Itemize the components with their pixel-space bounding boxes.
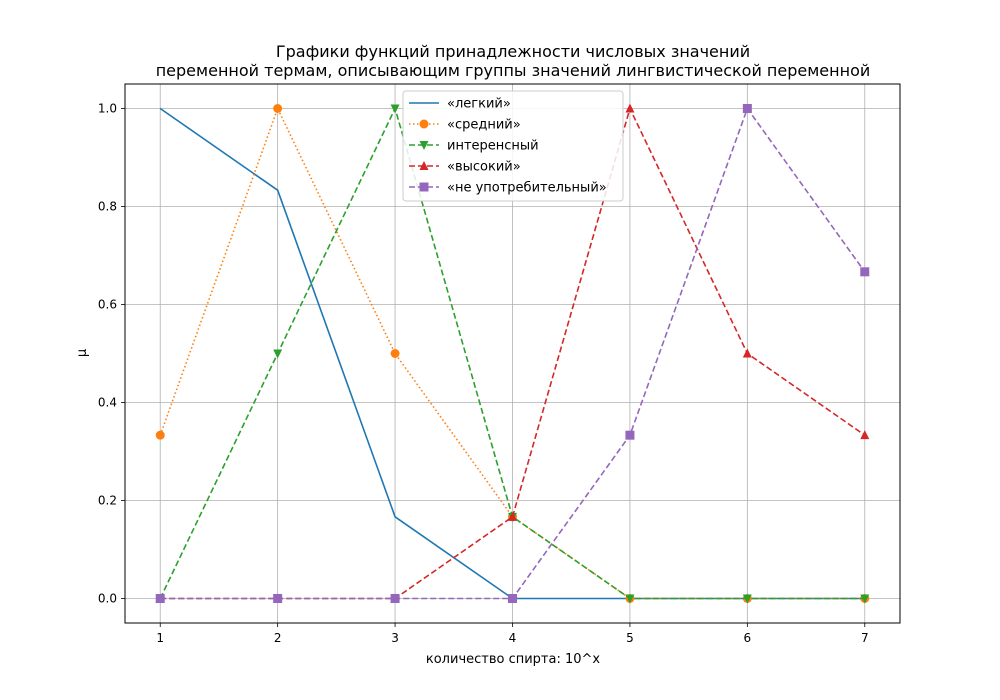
x-axis-label: количество спирта: 10^x (426, 652, 601, 667)
y-tick-label: 0.2 (98, 494, 117, 508)
y-tick-label: 0.6 (98, 298, 117, 312)
legend-label: «средний» (447, 118, 521, 133)
legend-marker (419, 161, 429, 170)
data-point (625, 103, 635, 113)
legend-marker (419, 141, 429, 150)
legend: «легкий» «средний» интеренсный «высокий» «не… (402, 90, 624, 202)
legend-marker (419, 119, 429, 129)
data-point (390, 349, 400, 358)
data-point (742, 348, 752, 358)
chart-title-line-2: переменной термам, описывающим группы зн… (156, 61, 871, 80)
legend-label: интеренсный (447, 139, 539, 154)
x-tick-label: 4 (509, 631, 517, 645)
x-tick-label: 6 (744, 631, 752, 645)
legend-marker (419, 182, 429, 192)
chart-title-line-1: Графики функций принадлежности числовых … (276, 42, 750, 61)
legend-item: «высокий» (409, 160, 521, 175)
data-point (742, 104, 752, 113)
data-point (390, 594, 400, 603)
series-5 (155, 104, 870, 603)
data-point (390, 104, 400, 114)
x-tick-label: 3 (391, 631, 399, 645)
data-point (155, 430, 165, 440)
legend-item: «не употребительный» (409, 181, 607, 196)
data-point (273, 594, 283, 603)
legend-box (402, 90, 624, 202)
data-point (273, 349, 283, 359)
legend-label: «не употребительный» (447, 181, 607, 196)
y-tick-label: 0.4 (98, 396, 117, 410)
data-point (508, 594, 517, 603)
legend-item: интеренсный (409, 139, 539, 154)
x-tick-label: 5 (626, 631, 634, 645)
y-tick-label: 0.8 (98, 200, 117, 214)
x-tick-label: 2 (274, 631, 282, 645)
data-point (860, 430, 870, 440)
data-point (508, 511, 517, 521)
data-point (860, 267, 870, 277)
data-point (860, 594, 870, 604)
y-tick-label: 0.0 (98, 592, 117, 606)
legend-label: «легкий» (447, 97, 511, 112)
data-point (625, 430, 635, 440)
x-tick-label: 7 (861, 631, 869, 645)
legend-item: «средний» (409, 118, 521, 133)
data-point (155, 594, 165, 603)
y-tick-label: 1.0 (98, 102, 117, 116)
data-point (273, 104, 283, 113)
series-layer (155, 103, 870, 604)
legend-item: «легкий» (409, 97, 511, 112)
data-point (742, 594, 752, 604)
ticks: 1 2 3 4 5 6 7 0.0 0.2 0.4 0.6 0.8 1.0 (98, 102, 869, 646)
x-tick-label: 1 (156, 631, 164, 645)
y-axis-label: μ (75, 349, 90, 357)
data-point (625, 594, 635, 604)
legend-label: «высокий» (447, 160, 521, 175)
